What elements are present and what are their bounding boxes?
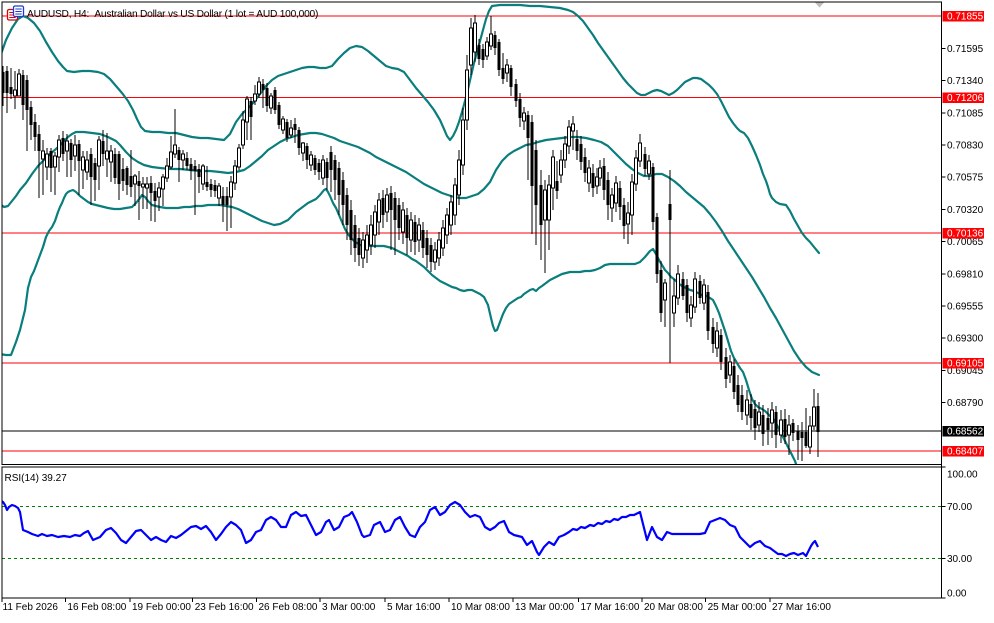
- svg-text:10 Mar 08:00: 10 Mar 08:00: [451, 602, 510, 613]
- svg-text:0.71340: 0.71340: [947, 76, 984, 87]
- svg-text:0.70065: 0.70065: [947, 237, 984, 248]
- svg-text:0.70320: 0.70320: [947, 205, 984, 216]
- svg-text:70.00: 70.00: [947, 502, 972, 513]
- svg-text:30.00: 30.00: [947, 554, 972, 565]
- svg-text:0.71085: 0.71085: [947, 108, 984, 119]
- svg-text:20 Mar 08:00: 20 Mar 08:00: [644, 602, 703, 613]
- svg-text:0.70575: 0.70575: [947, 173, 984, 184]
- svg-text:3 Mar 00:00: 3 Mar 00:00: [322, 602, 376, 613]
- svg-text:0.68562: 0.68562: [947, 427, 984, 438]
- svg-text:19 Feb 00:00: 19 Feb 00:00: [132, 602, 191, 613]
- svg-text:23 Feb 16:00: 23 Feb 16:00: [195, 602, 254, 613]
- svg-text:0.00: 0.00: [947, 589, 967, 600]
- svg-text:27 Mar 16:00: 27 Mar 16:00: [772, 602, 831, 613]
- svg-text:AUDUSD, H4: Australian Dollar: AUDUSD, H4: Australian Dollar vs US Doll…: [27, 9, 318, 20]
- svg-text:0.69810: 0.69810: [947, 269, 984, 280]
- svg-text:13 Mar 00:00: 13 Mar 00:00: [515, 602, 574, 613]
- svg-text:5 Mar 16:00: 5 Mar 16:00: [387, 602, 441, 613]
- svg-text:0.71595: 0.71595: [947, 44, 984, 55]
- svg-text:16 Feb 08:00: 16 Feb 08:00: [67, 602, 126, 613]
- svg-text:11 Feb 2026: 11 Feb 2026: [3, 602, 59, 613]
- svg-text:0.70136: 0.70136: [947, 228, 984, 239]
- svg-text:0.70830: 0.70830: [947, 141, 984, 152]
- svg-text:0.69300: 0.69300: [947, 334, 984, 345]
- svg-text:0.71206: 0.71206: [947, 93, 984, 104]
- svg-text:0.69555: 0.69555: [947, 302, 984, 313]
- svg-text:RSI(14) 39.27: RSI(14) 39.27: [5, 473, 68, 484]
- svg-text:100.00: 100.00: [947, 470, 978, 481]
- svg-text:17 Mar 16:00: 17 Mar 16:00: [581, 602, 640, 613]
- svg-text:0.69045: 0.69045: [947, 366, 984, 377]
- svg-text:0.68790: 0.68790: [947, 398, 984, 409]
- svg-text:0.71855: 0.71855: [947, 12, 984, 23]
- svg-text:25 Mar 00:00: 25 Mar 00:00: [708, 602, 767, 613]
- svg-text:0.69105: 0.69105: [947, 359, 984, 370]
- svg-text:26 Feb 08:00: 26 Feb 08:00: [259, 602, 318, 613]
- svg-text:0.68407: 0.68407: [947, 447, 984, 458]
